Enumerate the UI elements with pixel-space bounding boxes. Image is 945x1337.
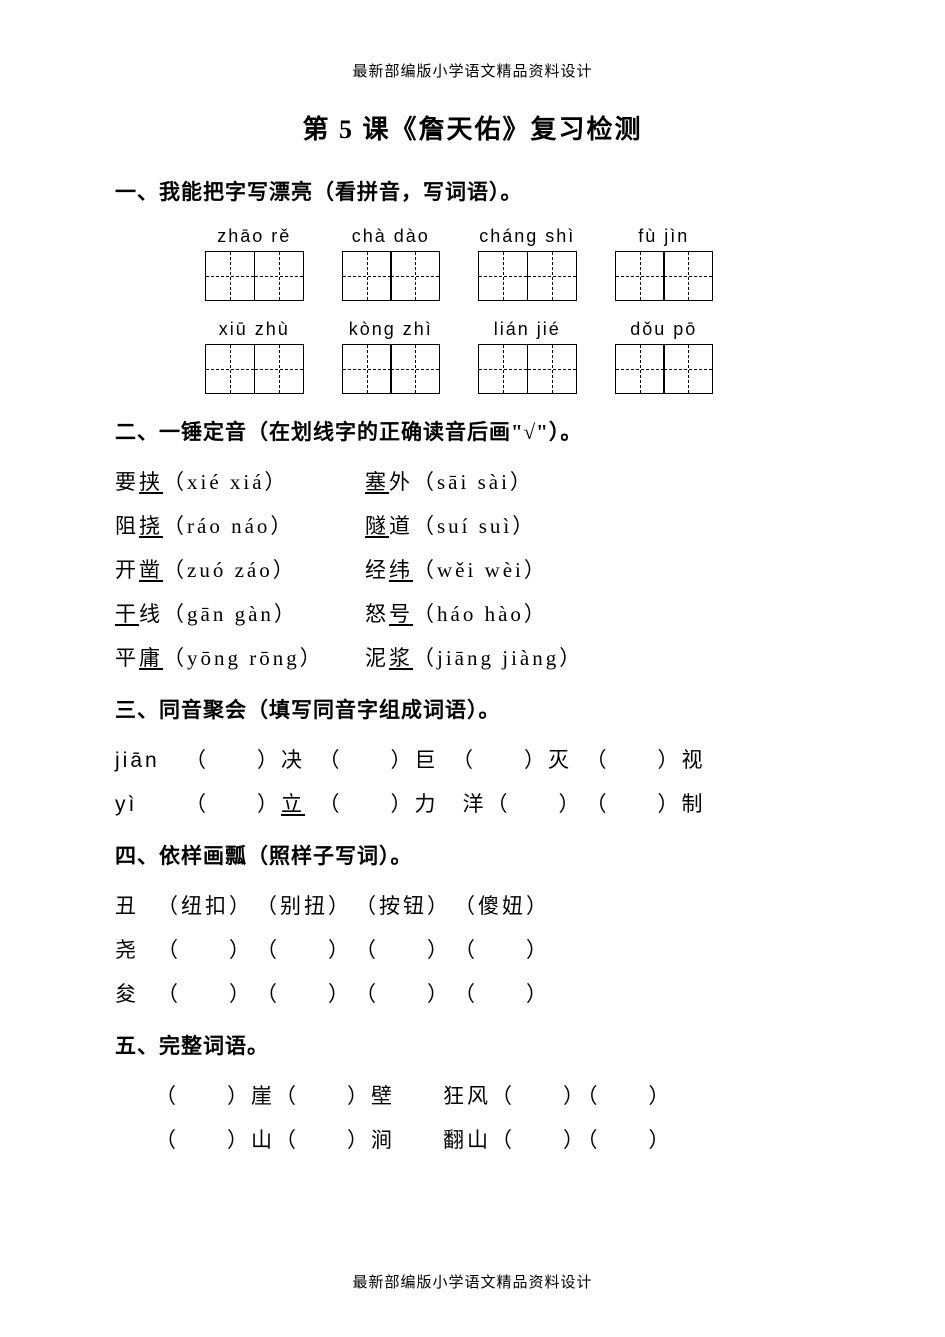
section-4-content: 丑（纽扣） （别扭） （按钮） （傻妞） 尧（ ） （ ） （ ） （ ） 夋（ ）… — [115, 890, 830, 1008]
writing-cell[interactable] — [390, 251, 440, 301]
homophone-row: jiān（ ）决 （ ）巨 （ ）灭 （ ）视 — [115, 744, 830, 774]
pinyin-label: xiū zhù — [219, 319, 290, 340]
writing-cell[interactable] — [254, 344, 304, 394]
pinyin-group: dǒu pō — [615, 319, 714, 394]
reading-item: 开凿（zuó záo）经纬（wěi wèi） — [115, 554, 830, 584]
section-2-content: 要挟（xié xiá）塞外（sāi sài） 阻挠（ráo náo）隧道（suí … — [115, 466, 830, 672]
homophone-row: yì（ ）立 （ ）力 洋（ ） （ ）制 — [115, 788, 830, 818]
pinyin-label: fù jìn — [638, 226, 689, 247]
writing-cell[interactable] — [254, 251, 304, 301]
section-4-heading: 四、依样画瓢（照样子写词）。 — [115, 840, 830, 870]
reading-item: 平庸（yōng rōng）泥浆（jiāng jiàng） — [115, 642, 830, 672]
pattern-row: 尧（ ） （ ） （ ） （ ） — [115, 934, 830, 964]
section-5-content: （ ）崖（ ）壁 狂风（ ）（ ） （ ）山（ ）涧 翻山（ ）（ ） — [115, 1080, 830, 1154]
pinyin-label: kòng zhì — [349, 319, 433, 340]
pinyin-group: lián jié — [478, 319, 577, 394]
writing-cell[interactable] — [663, 251, 713, 301]
writing-cell[interactable] — [527, 344, 577, 394]
pinyin-group: kòng zhì — [342, 319, 441, 394]
writing-cell[interactable] — [478, 344, 528, 394]
writing-cell[interactable] — [342, 344, 392, 394]
writing-cell[interactable] — [663, 344, 713, 394]
section-3-content: jiān（ ）决 （ ）巨 （ ）灭 （ ）视 yì（ ）立 （ ）力 洋（ ） … — [115, 744, 830, 818]
writing-cell[interactable] — [478, 251, 528, 301]
reading-item: 干线（gān gàn）怒号（háo hào） — [115, 598, 830, 628]
document-title: 第 5 课《詹天佑》复习检测 — [115, 109, 830, 146]
writing-cell[interactable] — [615, 344, 665, 394]
page-header: 最新部编版小学语文精品资料设计 — [115, 60, 830, 81]
section-3-heading: 三、同音聚会（填写同音字组成词语）。 — [115, 694, 830, 724]
pinyin-label: dǒu pō — [630, 319, 697, 340]
writing-cell[interactable] — [205, 344, 255, 394]
pinyin-label: zhāo rě — [217, 226, 291, 247]
reading-item: 阻挠（ráo náo）隧道（suí suì） — [115, 510, 830, 540]
pinyin-boxes-row-2: xiū zhù kòng zhì lián jié dǒu pō — [115, 319, 830, 394]
pinyin-label: lián jié — [494, 319, 561, 340]
section-2-heading: 二、一锤定音（在划线字的正确读音后画"√"）。 — [115, 416, 830, 446]
complete-row: （ ）崖（ ）壁 狂风（ ）（ ） — [155, 1080, 830, 1110]
pinyin-label: chà dào — [352, 226, 430, 247]
writing-cell[interactable] — [527, 251, 577, 301]
pinyin-boxes-row-1: zhāo rě chà dào cháng shì fù jìn — [115, 226, 830, 301]
writing-cell[interactable] — [342, 251, 392, 301]
complete-row: （ ）山（ ）涧 翻山（ ）（ ） — [155, 1124, 830, 1154]
writing-cell[interactable] — [615, 251, 665, 301]
pinyin-group: zhāo rě — [205, 226, 304, 301]
pinyin-group: cháng shì — [478, 226, 577, 301]
page-footer: 最新部编版小学语文精品资料设计 — [0, 1271, 945, 1292]
pinyin-group: xiū zhù — [205, 319, 304, 394]
reading-item: 要挟（xié xiá）塞外（sāi sài） — [115, 466, 830, 496]
section-1-heading: 一、我能把字写漂亮（看拼音，写词语）。 — [115, 176, 830, 206]
section-5-heading: 五、完整词语。 — [115, 1030, 830, 1060]
pinyin-group: chà dào — [342, 226, 441, 301]
pinyin-group: fù jìn — [615, 226, 714, 301]
pattern-example: 丑（纽扣） （别扭） （按钮） （傻妞） — [115, 890, 830, 920]
writing-cell[interactable] — [205, 251, 255, 301]
pinyin-label: cháng shì — [479, 226, 575, 247]
writing-cell[interactable] — [390, 344, 440, 394]
pattern-row: 夋（ ） （ ） （ ） （ ） — [115, 978, 830, 1008]
